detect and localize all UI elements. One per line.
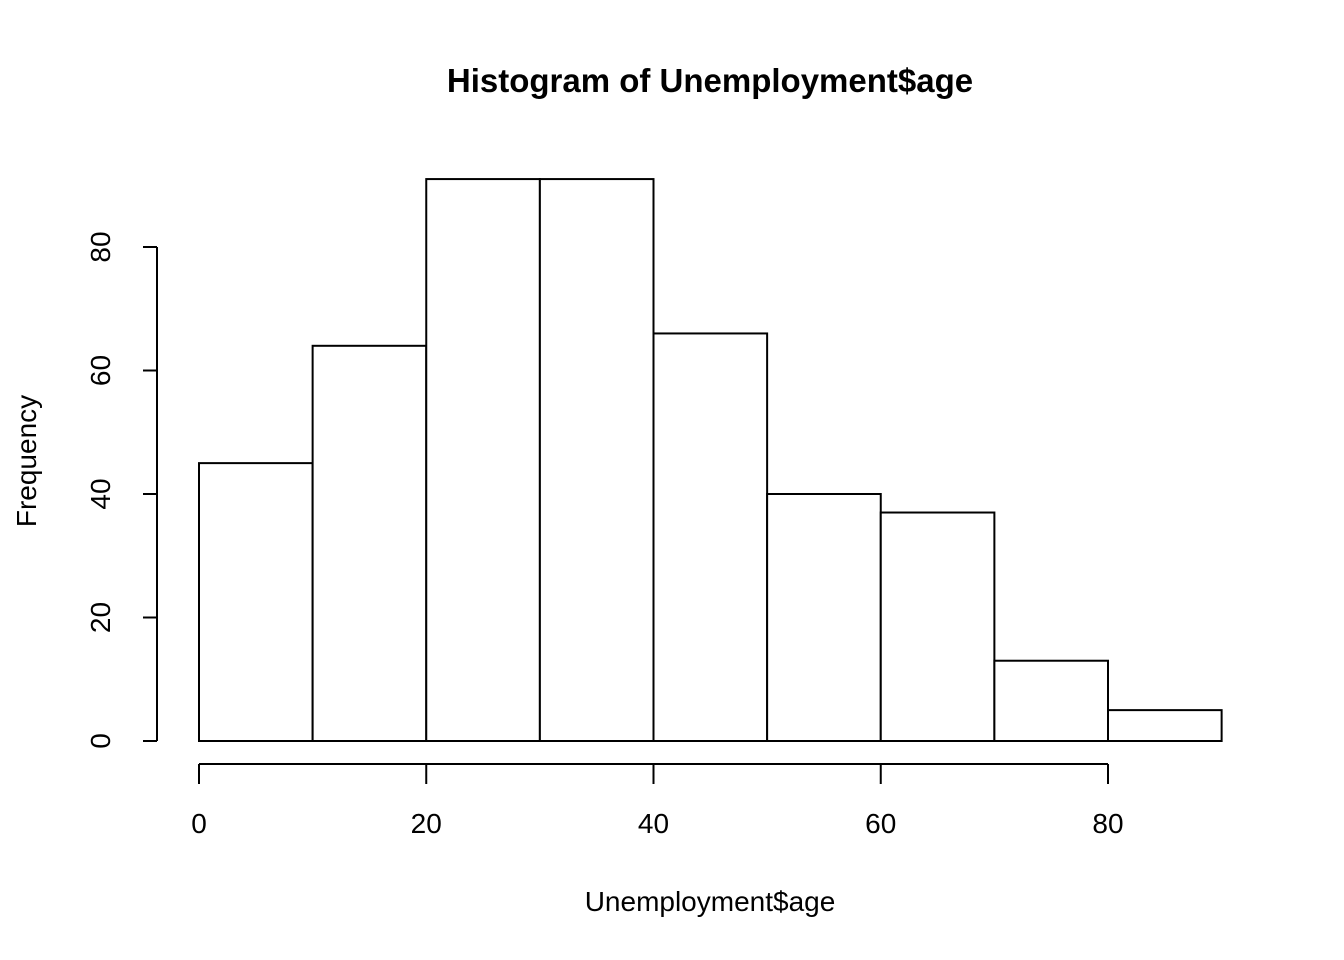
histogram-bar-30-40 (538, 178, 655, 742)
bars-group (198, 178, 1223, 743)
x-tick-label-60: 60 (865, 808, 896, 839)
histogram-bar-0-10 (198, 462, 314, 742)
histogram-bar-80-90 (1107, 709, 1223, 742)
x-tick-label-80: 80 (1092, 808, 1123, 839)
y-tick-label-80: 80 (85, 231, 116, 262)
histogram-bar-50-60 (766, 493, 882, 742)
x-tick-label-40: 40 (638, 808, 669, 839)
y-axis-label: Frequency (11, 395, 42, 527)
chart-title: Histogram of Unemployment$age (447, 62, 973, 99)
y-tick-label-60: 60 (85, 355, 116, 386)
histogram-bar-20-30 (425, 178, 541, 742)
y-axis: 0 20 40 60 80 (85, 231, 158, 749)
histogram-bar-40-50 (652, 332, 769, 742)
histogram-bar-70-80 (993, 659, 1109, 742)
y-tick-label-0: 0 (85, 733, 116, 749)
x-axis: 0 20 40 60 80 (191, 763, 1124, 839)
y-tick-label-40: 40 (85, 478, 116, 509)
x-tick-label-20: 20 (411, 808, 442, 839)
histogram-bar-60-70 (879, 511, 996, 743)
x-tick-label-0: 0 (191, 808, 207, 839)
x-axis-label: Unemployment$age (585, 886, 836, 917)
histogram-bar-10-20 (311, 344, 428, 742)
y-tick-label-20: 20 (85, 602, 116, 633)
